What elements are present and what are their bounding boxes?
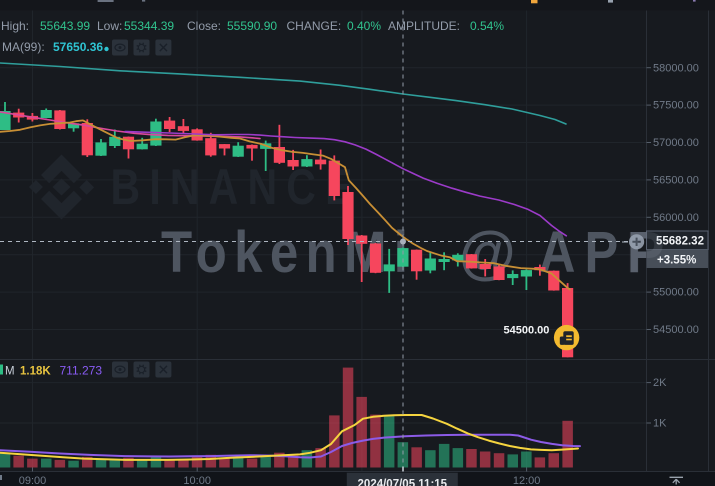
svg-text:10:00: 10:00 [183,475,211,486]
svg-text:54500.00: 54500.00 [653,324,699,336]
svg-text:56000.00: 56000.00 [653,212,699,224]
svg-text:12:00: 12:00 [513,475,541,486]
svg-text:711.273: 711.273 [60,364,103,378]
svg-text:55682.32: 55682.32 [656,236,704,248]
svg-text:+3.55%: +3.55% [657,255,696,267]
svg-text:55643.99: 55643.99 [40,19,90,33]
svg-text:M: M [5,366,15,378]
svg-text:57650.36: 57650.36 [53,40,103,54]
svg-text:09:00: 09:00 [19,475,47,486]
svg-text:MA(99):: MA(99): [2,40,45,54]
svg-text:BINANCE: BINANCE [111,159,353,215]
svg-text:56500.00: 56500.00 [653,175,699,187]
svg-text:2K: 2K [653,377,667,389]
svg-text:57000.00: 57000.00 [653,137,699,149]
svg-text:0.54%: 0.54% [470,19,504,33]
svg-text:58000.00: 58000.00 [653,62,699,74]
svg-text:Low:: Low: [97,19,122,33]
svg-text:55000.00: 55000.00 [653,287,699,299]
svg-text:55590.90: 55590.90 [227,19,277,33]
svg-text:AMPLITUDE:: AMPLITUDE: [388,19,460,33]
svg-text:0.40%: 0.40% [347,19,381,33]
svg-text:CHANGE:: CHANGE: [287,19,342,33]
svg-text:55344.39: 55344.39 [124,19,174,33]
svg-text:1K: 1K [653,418,667,430]
svg-text:TokenMi: TokenMi [161,220,408,285]
svg-text:54500.00: 54500.00 [504,325,550,337]
svg-text:57500.00: 57500.00 [653,100,699,112]
svg-text:2024/07/05 11:15: 2024/07/05 11:15 [358,479,448,486]
svg-text:High:: High: [1,19,29,33]
svg-text:P: P [626,220,665,285]
svg-text:Close:: Close: [187,19,221,33]
svg-text:1.18K: 1.18K [20,366,51,378]
svg-text:@: @ [459,220,516,285]
